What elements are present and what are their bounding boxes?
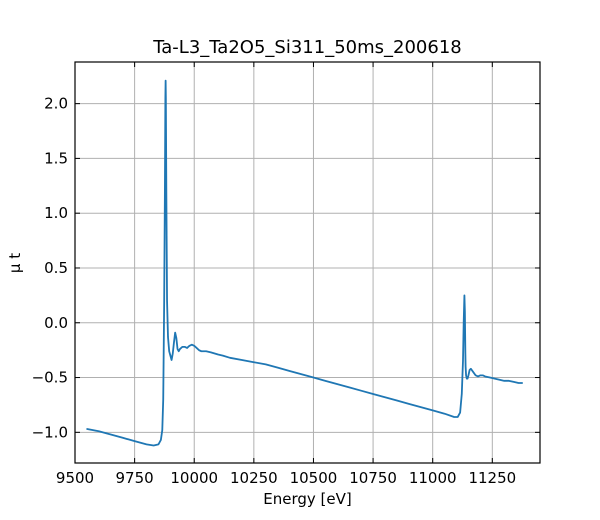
y-tick-labels: −1.0 −0.5 0.0 0.5 1.0 1.5 2.0 [32,95,68,442]
y-tick-label: −0.5 [32,369,68,387]
y-axis-label: μ t [6,253,24,273]
x-tick-label: 9750 [116,469,154,487]
x-tick-label: 11000 [409,469,457,487]
chart-title: Ta-L3_Ta2O5_Si311_50ms_200618 [152,37,461,58]
x-tick-labels: 9500 9750 10000 10250 10500 10750 11000 11250 [56,469,516,487]
y-tick-label: −1.0 [32,423,68,441]
grid-lines [74,62,540,463]
plot-frame [74,61,541,464]
y-tick-label: 0.5 [44,259,68,277]
x-tick-label: 10500 [290,469,338,487]
y-tick-label: 1.5 [44,149,68,167]
y-tick-label: 0.0 [44,314,68,332]
y-tick-label: 2.0 [44,95,68,113]
x-tick-label: 11250 [468,469,516,487]
y-tick-label: 1.0 [44,204,68,222]
series-layer [86,79,524,447]
x-tick-label: 10250 [230,469,278,487]
x-tick-label: 9500 [56,469,94,487]
series-line [86,79,524,447]
x-tick-label: 10750 [349,469,397,487]
x-tick-label: 10000 [170,469,218,487]
axis-ticks [74,62,540,463]
x-axis-label: Energy [eV] [263,490,351,508]
